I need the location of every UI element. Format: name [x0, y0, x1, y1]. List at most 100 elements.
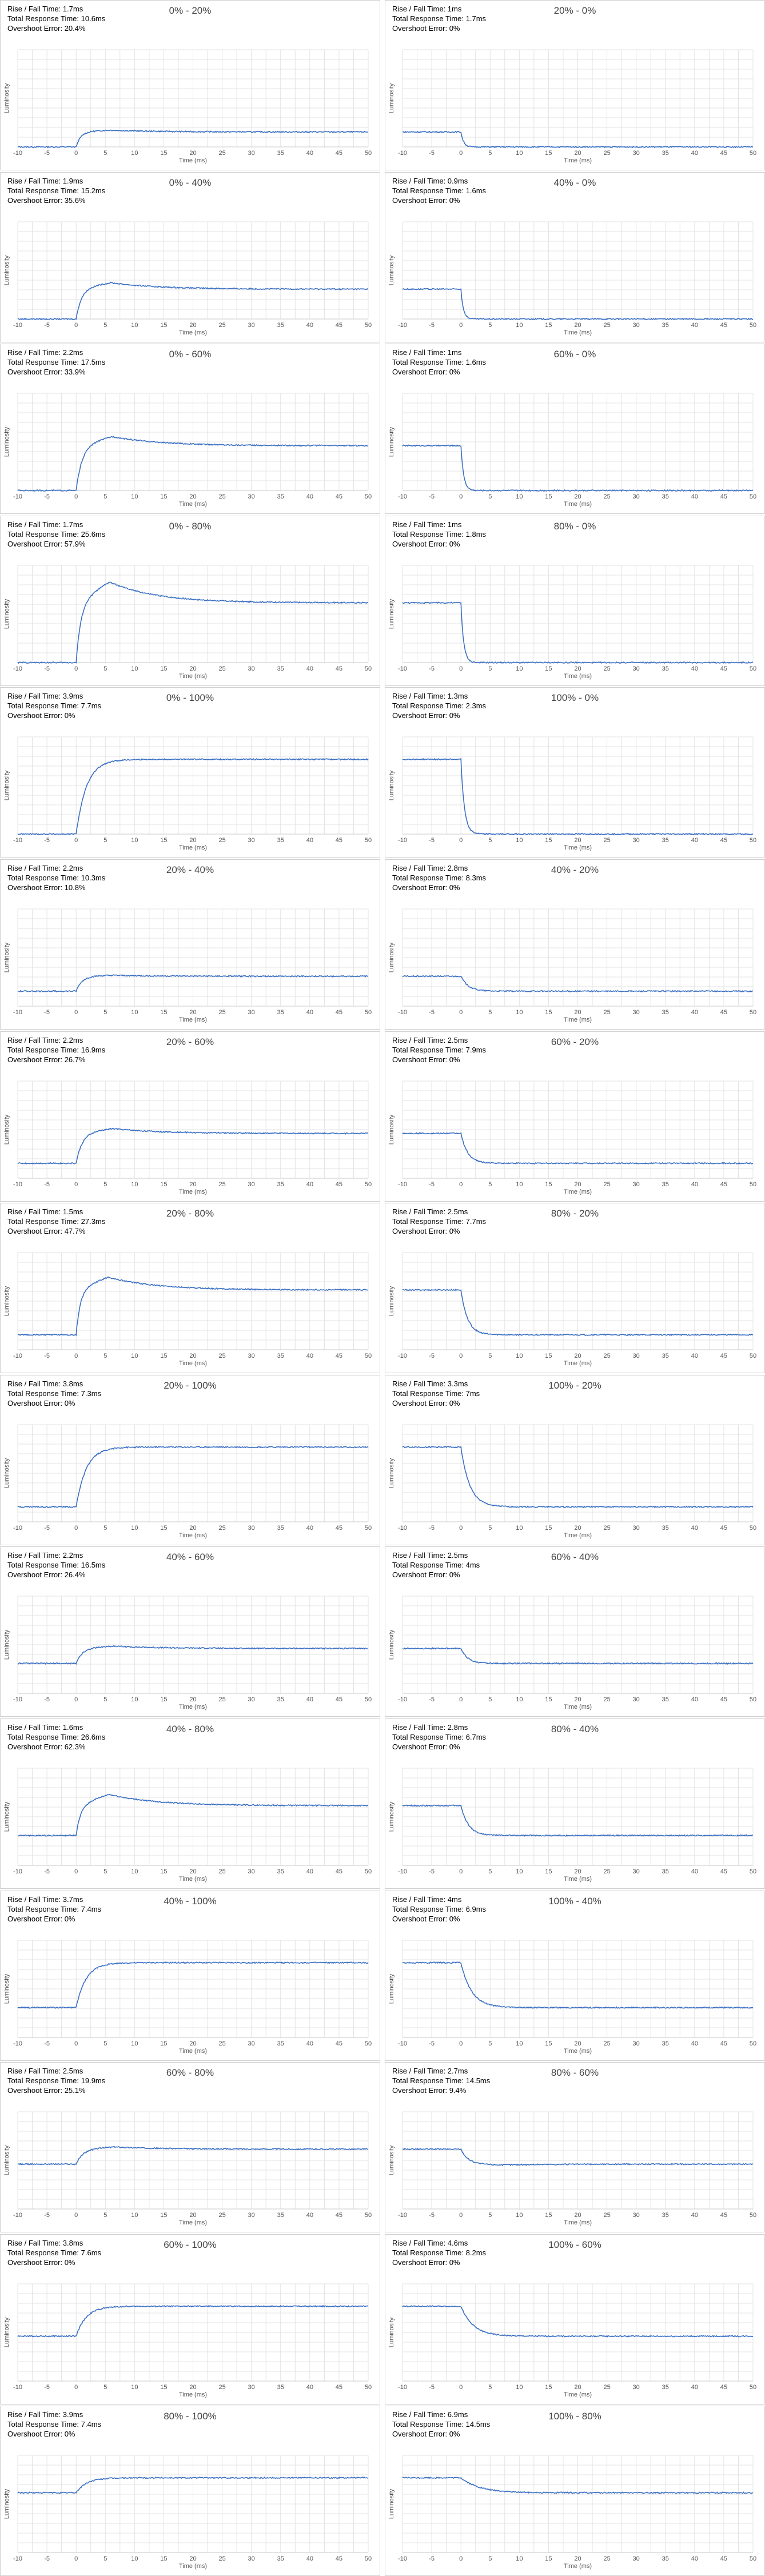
- overshoot-error: Overshoot Error: 0%: [7, 1399, 75, 1407]
- chart-title: 20% - 100%: [164, 1380, 217, 1391]
- x-tick-label: 10: [516, 1696, 523, 1703]
- x-tick-label: 0: [74, 2040, 78, 2047]
- x-tick-label: 10: [131, 1353, 138, 1359]
- luminosity-series: [402, 2148, 754, 2167]
- overshoot-error: Overshoot Error: 0%: [392, 368, 460, 376]
- x-tick-label: 15: [160, 2212, 167, 2219]
- total-response-time: Total Response Time: 2.3ms: [392, 701, 487, 710]
- x-tick-label: 10: [516, 1868, 523, 1875]
- grid-lines: [17, 393, 369, 491]
- x-tick-label: 30: [248, 2212, 255, 2219]
- grid-lines: [17, 1080, 369, 1179]
- x-tick-label: 50: [365, 1181, 372, 1188]
- stats-block: Rise / Fall Time: 1.9ms Total Response Ti…: [7, 176, 105, 205]
- y-axis-label: Luminosity: [3, 1286, 10, 1316]
- x-tick-label: 20: [189, 1696, 196, 1703]
- x-tick-label: -5: [44, 1353, 50, 1359]
- x-tick-label: 25: [603, 1009, 610, 1016]
- x-axis-label: Time (ms): [564, 1016, 592, 1023]
- y-axis-label: Luminosity: [388, 426, 395, 457]
- line-chart: -10 -5 0 5 10 15 20 25 30 35 40 45 50 Time (ms) Lumino…: [3, 565, 372, 680]
- x-tick-label: 15: [545, 2212, 552, 2219]
- overshoot-error: Overshoot Error: 0%: [392, 1227, 460, 1235]
- x-tick-label: 15: [160, 322, 167, 329]
- x-tick-label: -5: [44, 150, 50, 157]
- stats-block: Rise / Fall Time: 4.6ms Total Response Ti…: [392, 2238, 486, 2267]
- luminosity-series: [17, 436, 369, 492]
- y-axis-label: Luminosity: [3, 1629, 10, 1660]
- chart-panel: Rise / Fall Time: 1ms Total Response Time…: [385, 344, 765, 514]
- overshoot-error: Overshoot Error: 25.1%: [7, 2086, 86, 2095]
- x-tick-label: 45: [720, 1181, 727, 1188]
- x-axis-label: Time (ms): [179, 1016, 207, 1023]
- x-tick-label: 50: [750, 2040, 756, 2047]
- x-tick-label: 20: [574, 493, 581, 500]
- stats-block: Rise / Fall Time: 2.5ms Total Response Ti…: [392, 1550, 480, 1580]
- stats-block: Rise / Fall Time: 2.2ms Total Response Ti…: [7, 1035, 105, 1064]
- line-chart: -10 -5 0 5 10 15 20 25 30 35 40 45 50 Time (ms) Lumino…: [3, 1080, 372, 1195]
- x-axis-label: Time (ms): [179, 1532, 207, 1539]
- rise-fall-time: Rise / Fall Time: 2.8ms: [392, 864, 468, 872]
- luminosity-series: [17, 281, 369, 321]
- x-tick-label: 50: [750, 1868, 756, 1875]
- x-tick-label: 25: [603, 837, 610, 844]
- x-tick-label: -10: [13, 1696, 22, 1703]
- x-tick-label: 10: [516, 2212, 523, 2219]
- x-tick-label: 5: [103, 1868, 107, 1875]
- x-tick-label: 25: [218, 493, 225, 500]
- overshoot-error: Overshoot Error: 0%: [392, 711, 460, 720]
- x-tick-label: 0: [459, 2555, 463, 2562]
- overshoot-error: Overshoot Error: 26.7%: [7, 1055, 86, 1064]
- x-tick-label: 5: [103, 837, 107, 844]
- grid-lines: [402, 1252, 754, 1350]
- x-tick-label: 50: [365, 2384, 372, 2391]
- overshoot-error: Overshoot Error: 0%: [392, 2430, 460, 2438]
- x-tick-label: 40: [306, 1696, 313, 1703]
- x-tick-label: -5: [429, 837, 435, 844]
- stats-block: Rise / Fall Time: 3.9ms Total Response Ti…: [7, 691, 101, 720]
- x-tick-label: -5: [44, 322, 50, 329]
- x-tick-label: 40: [691, 1696, 698, 1703]
- x-tick-label: -10: [398, 1353, 407, 1359]
- chart-title: 100% - 40%: [548, 1896, 601, 1907]
- overshoot-error: Overshoot Error: 0%: [392, 196, 460, 205]
- x-tick-label: 15: [160, 2040, 167, 2047]
- x-tick-label: 10: [131, 1868, 138, 1875]
- x-tick-label: 25: [603, 2212, 610, 2219]
- x-tick-label: 50: [750, 1181, 756, 1188]
- x-tick-label: 0: [459, 493, 463, 500]
- overshoot-error: Overshoot Error: 0%: [392, 1055, 460, 1064]
- x-tick-label: 15: [545, 665, 552, 672]
- x-tick-label: 50: [750, 1696, 756, 1703]
- total-response-time: Total Response Time: 7.4ms: [7, 2420, 102, 2429]
- x-tick-label: -10: [398, 1181, 407, 1188]
- x-tick-label: 45: [720, 2212, 727, 2219]
- x-tick-label: 35: [277, 1181, 284, 1188]
- x-tick-label: -10: [13, 150, 22, 157]
- x-tick-label: 30: [248, 1868, 255, 1875]
- y-axis-label: Luminosity: [388, 83, 395, 113]
- x-tick-label: 0: [459, 322, 463, 329]
- x-tick-label: -5: [429, 1181, 435, 1188]
- stats-block: Rise / Fall Time: 2.5ms Total Response Ti…: [7, 2066, 105, 2095]
- x-tick-label: 25: [603, 2555, 610, 2562]
- grid-lines: [402, 1424, 754, 1522]
- x-tick-label: 25: [603, 493, 610, 500]
- overshoot-error: Overshoot Error: 9.4%: [392, 2086, 467, 2095]
- x-axis-label: Time (ms): [564, 1704, 592, 1710]
- x-tick-label: -10: [13, 1009, 22, 1016]
- line-chart: -10 -5 0 5 10 15 20 25 30 35 40 45 50 Time (ms) Lumino…: [3, 1424, 372, 1539]
- x-tick-label: 0: [459, 2212, 463, 2219]
- x-axis-label: Time (ms): [179, 1876, 207, 1883]
- x-tick-label: -10: [398, 493, 407, 500]
- x-tick-label: 35: [277, 493, 284, 500]
- x-tick-label: 0: [74, 1696, 78, 1703]
- total-response-time: Total Response Time: 16.9ms: [7, 1046, 106, 1054]
- total-response-time: Total Response Time: 8.3ms: [392, 874, 487, 882]
- x-tick-label: -5: [429, 1353, 435, 1359]
- x-tick-label: 0: [459, 837, 463, 844]
- x-tick-label: -5: [429, 493, 435, 500]
- x-tick-label: 45: [720, 837, 727, 844]
- stats-block: Rise / Fall Time: 3.3ms Total Response Ti…: [392, 1379, 480, 1408]
- x-tick-label: 10: [516, 493, 523, 500]
